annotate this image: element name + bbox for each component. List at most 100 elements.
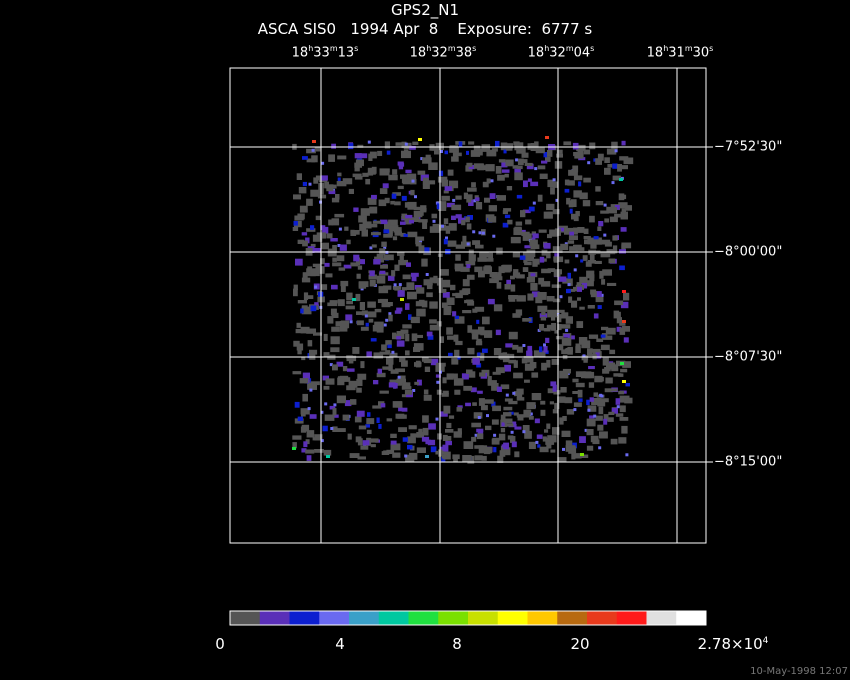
count-pixel (500, 428, 506, 433)
count-pixel (603, 203, 607, 207)
count-pixel (409, 145, 416, 150)
count-pixel (539, 313, 548, 318)
count-pixel (339, 321, 348, 325)
count-pixel (530, 273, 536, 277)
count-pixel (614, 205, 620, 210)
count-pixel (441, 393, 449, 397)
count-pixel (383, 323, 387, 327)
count-pixel (526, 402, 536, 410)
count-pixel (573, 190, 582, 198)
count-pixel (521, 152, 529, 158)
count-pixel (391, 270, 396, 277)
count-pixel (553, 256, 558, 263)
count-pixel (496, 386, 502, 392)
count-pixel (509, 353, 515, 359)
count-pixel (519, 255, 526, 260)
count-pixel (474, 266, 483, 273)
count-pixel (423, 394, 432, 401)
count-pixel (344, 400, 352, 407)
count-pixel (511, 441, 517, 448)
count-pixel (623, 337, 629, 343)
count-pixel (555, 309, 565, 313)
count-pixel (421, 436, 430, 442)
count-pixel (422, 220, 427, 225)
count-pixel (534, 141, 539, 148)
count-pixel (313, 332, 322, 336)
count-pixel (399, 357, 406, 363)
count-pixel (306, 148, 316, 154)
count-pixel (452, 311, 457, 317)
count-pixel (378, 424, 382, 429)
count-pixel (366, 311, 377, 318)
count-pixel (359, 223, 367, 231)
count-pixel (513, 360, 518, 368)
count-pixel (503, 442, 509, 450)
count-pixel (473, 145, 481, 152)
count-pixel (531, 393, 542, 401)
count-pixel (295, 258, 303, 266)
count-pixel (491, 419, 499, 425)
count-pixel (541, 249, 548, 256)
count-pixel (472, 230, 476, 234)
count-pixel (600, 293, 604, 297)
count-field (292, 136, 634, 464)
count-pixel (338, 267, 346, 271)
count-pixel (381, 303, 391, 308)
map-frame (229, 67, 707, 544)
count-pixel (424, 247, 430, 253)
count-pixel (424, 366, 431, 372)
count-pixel (310, 305, 317, 312)
count-pixel (554, 402, 560, 410)
count-pixel (385, 318, 389, 322)
count-pixel (356, 311, 365, 315)
count-pixel (505, 159, 514, 167)
count-pixel (468, 141, 475, 145)
count-pixel (588, 366, 595, 370)
count-pixel (541, 362, 547, 371)
count-pixel (331, 218, 340, 226)
count-pixel (320, 258, 325, 265)
count-pixel (600, 210, 609, 214)
count-pixel (293, 284, 298, 291)
count-pixel (397, 252, 405, 256)
count-pixel (619, 156, 629, 161)
count-pixel (503, 412, 512, 417)
count-pixel (396, 336, 402, 340)
count-pixel (374, 308, 382, 313)
count-pixel (444, 150, 448, 155)
count-pixel (565, 440, 573, 446)
count-pixel (416, 447, 426, 453)
count-pixel (604, 241, 612, 247)
count-pixel (524, 430, 532, 439)
count-pixel (330, 414, 339, 418)
count-pixel (451, 215, 456, 220)
count-pixel (436, 321, 442, 327)
bright-pixel (425, 455, 429, 458)
count-pixel (621, 425, 628, 434)
bright-pixel (622, 380, 626, 383)
count-pixel (310, 243, 316, 248)
count-pixel (386, 357, 394, 365)
count-pixel (603, 414, 609, 421)
count-pixel (321, 161, 325, 165)
count-pixel (479, 372, 486, 377)
count-pixel (331, 143, 336, 149)
count-pixel (397, 414, 407, 419)
count-pixel (607, 164, 613, 168)
count-pixel (438, 283, 443, 290)
count-pixel (411, 179, 415, 183)
count-pixel (605, 377, 613, 384)
count-pixel (366, 429, 372, 434)
count-pixel (406, 282, 415, 290)
count-pixel (535, 440, 539, 444)
count-pixel (293, 221, 298, 226)
count-pixel (301, 448, 307, 453)
count-pixel (300, 326, 310, 334)
count-pixel (411, 333, 418, 342)
count-pixel (433, 275, 438, 284)
count-pixel (589, 252, 595, 261)
count-pixel (377, 368, 382, 374)
count-pixel (331, 197, 340, 203)
count-pixel (300, 308, 304, 314)
count-pixel (422, 157, 432, 164)
